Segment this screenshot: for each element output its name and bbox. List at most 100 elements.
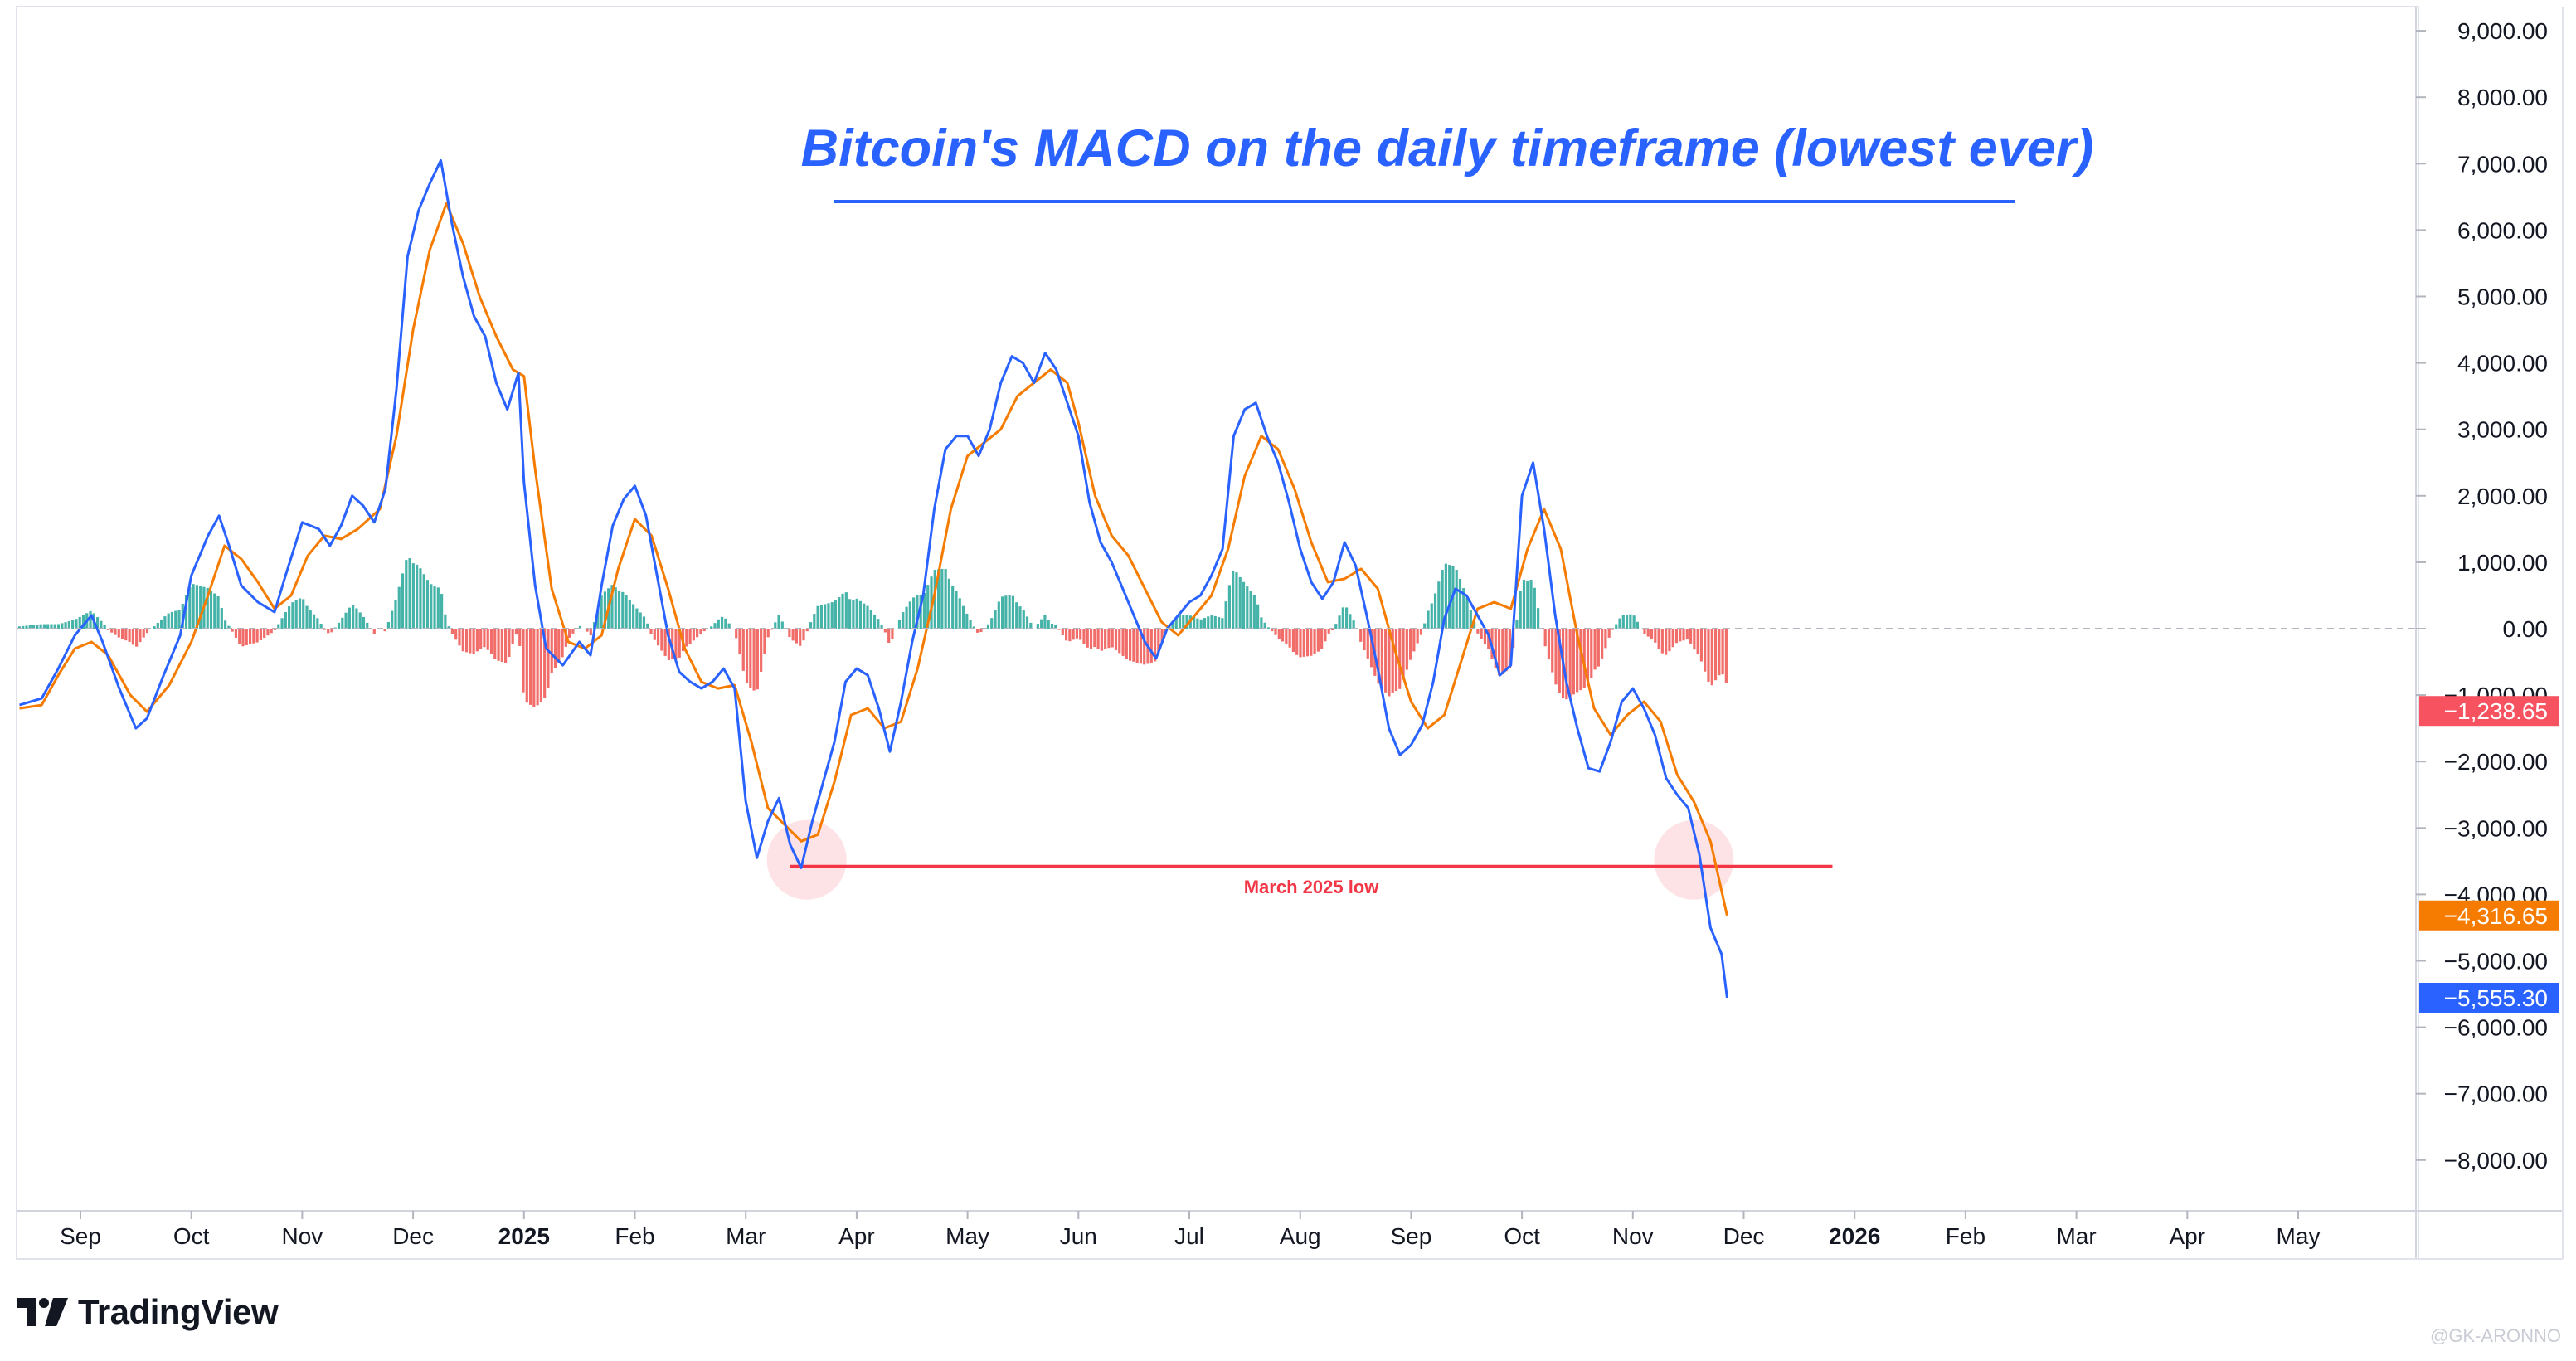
histogram-bar: [61, 623, 64, 629]
y-tick-label: −8,000.00: [2444, 1148, 2548, 1174]
x-tick-label: Dec: [1723, 1223, 1765, 1249]
y-tick-label: −3,000.00: [2444, 815, 2548, 841]
histogram-bar: [1238, 576, 1242, 629]
histogram-bar: [1185, 615, 1188, 629]
histogram-bar: [330, 629, 333, 633]
histogram-bar: [120, 629, 124, 639]
histogram-bar: [586, 629, 589, 632]
histogram-bar: [692, 629, 695, 641]
histogram-bar: [1529, 580, 1533, 629]
histogram-bar: [1448, 565, 1451, 629]
histogram-bar: [1213, 615, 1217, 629]
histogram-bar: [1111, 629, 1114, 648]
histogram-bar: [493, 629, 497, 659]
histogram-bar: [863, 603, 866, 629]
histogram-bar: [1129, 629, 1132, 661]
histogram-bar: [270, 629, 273, 634]
histogram-bar: [131, 629, 134, 645]
march-low-label: March 2025 low: [1244, 877, 1380, 897]
histogram-bar: [170, 611, 174, 629]
histogram-bar: [458, 629, 461, 646]
histogram-bar: [880, 625, 883, 629]
y-tick-label: 9,000.00: [2457, 18, 2548, 44]
histogram-bar: [852, 600, 855, 629]
histogram-bar: [947, 578, 951, 629]
histogram-bar: [543, 629, 547, 698]
histogram-bar: [184, 595, 188, 629]
histogram-bar: [305, 605, 309, 629]
histogram-bar: [32, 625, 36, 629]
y-tick-label: 5,000.00: [2457, 284, 2548, 310]
histogram-bar: [22, 625, 25, 629]
histogram-bar: [951, 586, 955, 629]
histogram-bar: [532, 629, 536, 707]
histogram-bar: [1285, 629, 1288, 644]
histogram-bar: [550, 629, 553, 673]
histogram-bar: [1416, 629, 1419, 644]
histogram-bar: [568, 629, 571, 639]
last-value-badge: [2419, 696, 2559, 727]
histogram-bar: [955, 591, 958, 629]
histogram-bar: [469, 629, 472, 654]
histogram-bar: [475, 629, 479, 652]
histogram-bar: [660, 629, 663, 651]
x-tick-label: Aug: [1280, 1223, 1321, 1249]
histogram-bar: [663, 629, 667, 656]
histogram-bar: [1543, 629, 1547, 647]
tradingview-logo[interactable]: TradingView: [17, 1292, 279, 1332]
histogram-bar: [224, 620, 227, 629]
histogram-bar: [504, 629, 508, 663]
histogram-bar: [902, 612, 905, 629]
histogram-bar: [610, 585, 614, 629]
histogram-bar: [1710, 629, 1713, 686]
histogram-bar: [1008, 595, 1011, 629]
histogram-bar: [752, 629, 756, 691]
histogram-bar: [1000, 596, 1004, 629]
y-tick-label: 8,000.00: [2457, 85, 2548, 110]
histogram-bar: [1586, 629, 1590, 687]
histogram-bar: [614, 587, 617, 629]
histogram-bar: [1465, 597, 1469, 629]
histogram-bar: [1271, 629, 1274, 632]
histogram-bar: [1444, 563, 1447, 629]
histogram-bar: [1210, 615, 1213, 629]
y-tick-label: −5,000.00: [2444, 949, 2548, 975]
histogram-bar: [972, 626, 975, 629]
histogram-bar: [816, 605, 819, 629]
histogram-bar: [802, 629, 805, 641]
histogram-bar: [891, 629, 894, 639]
x-tick-label: Sep: [60, 1223, 101, 1249]
histogram-bar: [635, 608, 639, 629]
histogram-bar: [632, 604, 635, 629]
histogram-bar: [216, 596, 220, 629]
histogram-bar: [539, 629, 542, 702]
histogram-bar: [327, 629, 330, 634]
x-tick-label: Mar: [726, 1223, 766, 1249]
x-tick-label: Oct: [173, 1223, 210, 1249]
histogram-bar: [231, 629, 234, 632]
histogram-bar: [511, 629, 514, 644]
y-tick-label: −6,000.00: [2444, 1015, 2548, 1041]
histogram-bar: [486, 629, 489, 650]
histogram-bar: [1072, 629, 1075, 640]
histogram-bar: [1274, 629, 1277, 635]
histogram-bar: [1327, 629, 1330, 634]
histogram-bar: [671, 629, 674, 660]
histogram-bar: [1704, 629, 1707, 672]
x-tick-label: Apr: [838, 1223, 875, 1249]
histogram-bar: [1075, 629, 1079, 639]
histogram-bar: [319, 624, 323, 629]
histogram-bar: [245, 629, 248, 646]
histogram-bar: [1349, 614, 1352, 629]
histogram-bar: [841, 593, 844, 629]
histogram-bar: [199, 586, 202, 629]
x-tick-label: Jun: [1060, 1223, 1097, 1249]
histogram-bar: [990, 618, 994, 629]
histogram-bar: [1266, 627, 1271, 629]
highlight-circle: [766, 819, 847, 900]
histogram-bar: [1302, 629, 1305, 657]
x-tick-label: May: [945, 1223, 989, 1249]
histogram-bar: [95, 617, 100, 629]
histogram-bar: [979, 629, 983, 633]
histogram-bar: [1068, 629, 1072, 642]
